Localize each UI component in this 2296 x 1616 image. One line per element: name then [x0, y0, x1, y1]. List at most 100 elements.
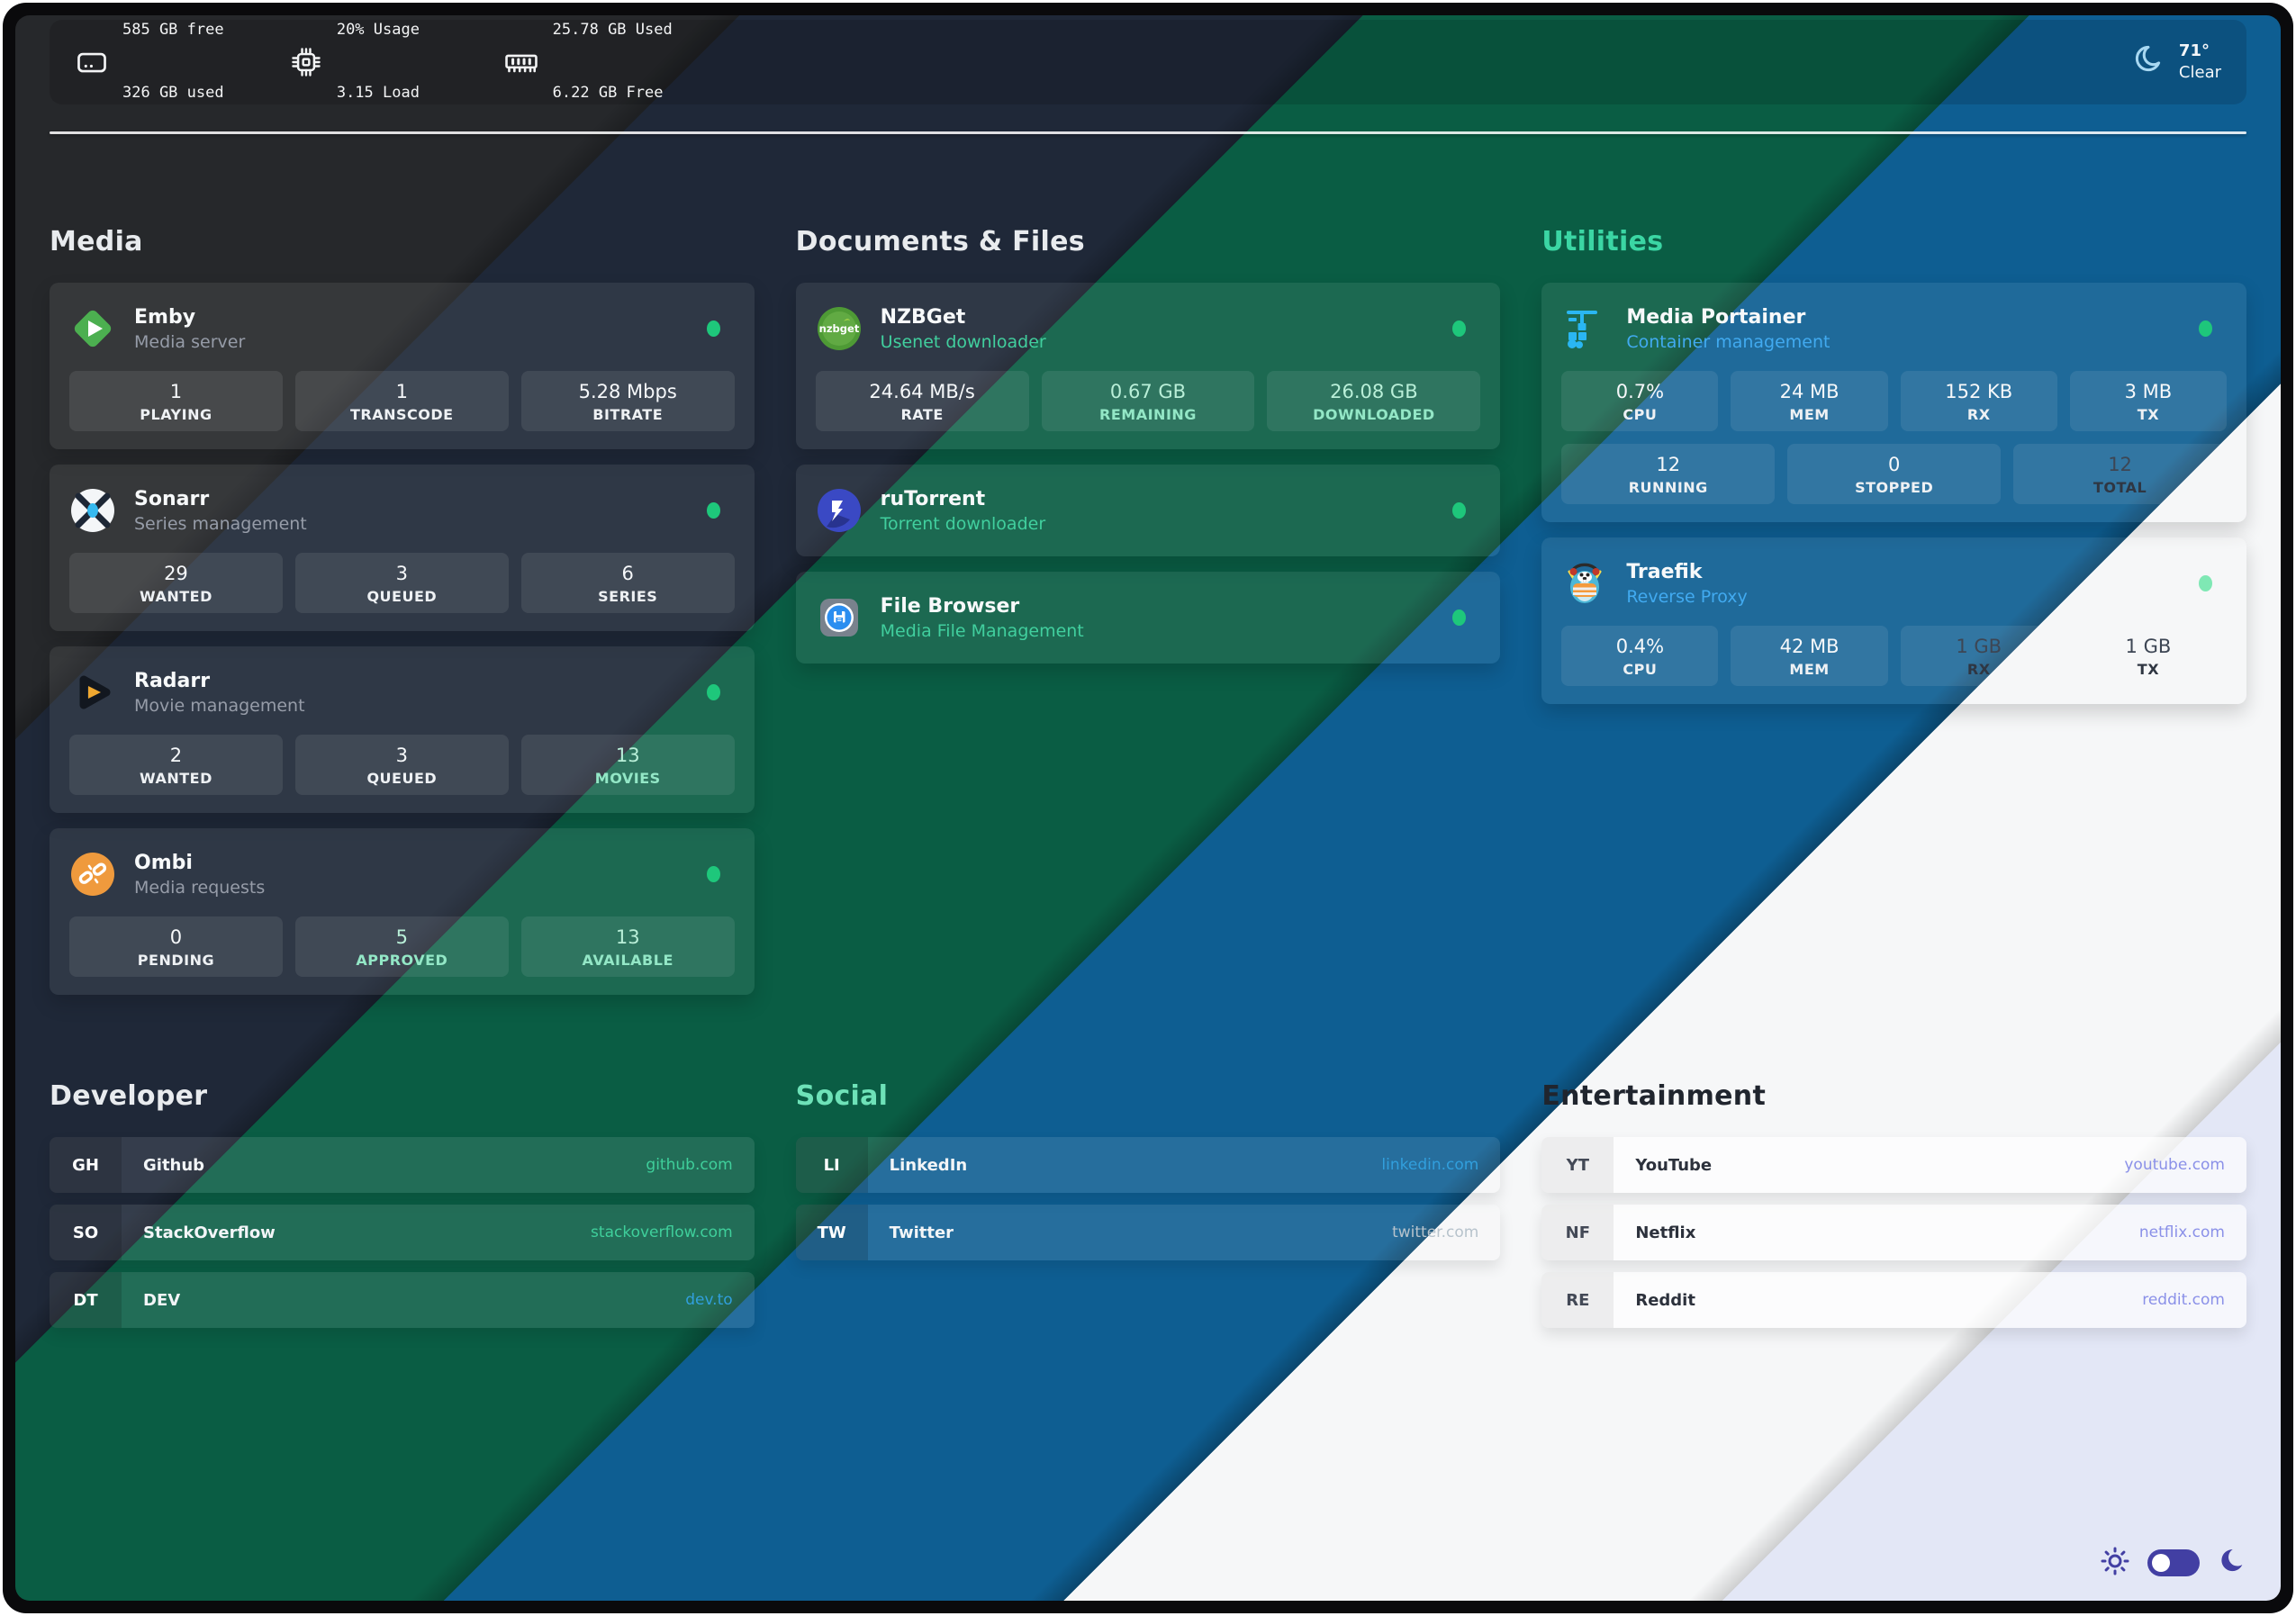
stat-value: 0.4%	[1615, 636, 1665, 657]
stat-label: TX	[2137, 406, 2160, 423]
stat-label: MOVIES	[594, 770, 661, 787]
stat-label: BITRATE	[592, 406, 664, 423]
bookmark-name: Netflix	[1635, 1223, 1696, 1242]
stat-box: 26.08 GB DOWNLOADED	[1267, 371, 1481, 431]
service-card-text: Radarr Movie management	[134, 669, 305, 717]
stat-box: 13 MOVIES	[520, 735, 735, 795]
service-subtitle: Movie management	[134, 696, 305, 717]
service-card[interactable]: File Browser Media File Management	[795, 572, 1501, 664]
disk-usage-widget: 585 GB free 326 GB used	[75, 15, 233, 147]
service-card[interactable]: nzbget NZBGet Usenet downloader 24.64 MB/s…	[795, 283, 1501, 449]
service-subtitle: Container management	[1626, 332, 1830, 353]
disk-used-text: 326 GB used	[122, 84, 224, 103]
stat-label: TX	[2137, 661, 2160, 678]
sonarr-icon	[69, 487, 116, 534]
bookmark-body: Github github.com	[122, 1137, 755, 1193]
stat-value: 152 KB	[1945, 381, 2013, 402]
stat-value: 13	[615, 745, 640, 766]
weather-widget[interactable]: 71° Clear	[2127, 41, 2221, 85]
bookmark-row[interactable]: GH Github github.com	[50, 1137, 755, 1193]
stats-row: 29 WANTED 3 QUEUED 6 SERIES	[69, 553, 735, 613]
bookmark-row[interactable]: SO StackOverflow stackoverflow.com	[50, 1205, 755, 1260]
stat-value: 12	[1656, 454, 1681, 475]
service-card[interactable]: Sonarr Series management 29 WANTED 3 QUEUED 6 S…	[50, 465, 755, 631]
service-card[interactable]: Radarr Movie management 2 WANTED 3 QUEUED 13 MO…	[50, 646, 755, 813]
stat-value: 0.7%	[1615, 381, 1665, 402]
status-dot	[706, 866, 720, 882]
service-title: Media Portainer	[1626, 305, 1806, 329]
service-card-header: Media Portainer Container management	[1561, 301, 2227, 357]
service-card-text: Media Portainer Container management	[1626, 305, 1830, 353]
service-card[interactable]: Traefik Reverse Proxy 0.4% CPU 42 MB MEM 1 GB R…	[1541, 537, 2246, 704]
stats-row: 0.4% CPU 42 MB MEM 1 GB RX 1 GB TX	[1561, 626, 2227, 686]
bookmark-row[interactable]: NF Netflix netflix.com	[1541, 1205, 2246, 1260]
stats-row: 1 PLAYING 1 TRANSCODE 5.28 Mbps BITRATE	[69, 371, 735, 431]
service-card-text: ruTorrent Torrent downloader	[881, 487, 1045, 535]
header-divider	[50, 131, 2246, 134]
service-card-header: Emby Media server	[69, 301, 735, 357]
stat-label: RUNNING	[1628, 479, 1708, 496]
service-section: Utilities Media Portainer Container manag…	[1541, 226, 2246, 1010]
service-card[interactable]: Ombi Media requests 0 PENDING 5 APPROVED 13 AVA…	[50, 828, 755, 995]
service-section: Media Emby Media server 1 PLAYING 1 TRANSCODE…	[50, 226, 755, 1010]
moon-icon[interactable]	[2216, 1547, 2245, 1579]
memory-icon	[503, 44, 539, 80]
stat-box: 6 SERIES	[520, 553, 735, 613]
ombi-icon	[69, 851, 116, 898]
stat-box: 24.64 MB/s RATE	[815, 371, 1029, 431]
service-card-header: File Browser Media File Management	[816, 590, 1481, 645]
service-card[interactable]: ruTorrent Torrent downloader	[795, 465, 1501, 556]
bookmark-url: linkedin.com	[1381, 1156, 1479, 1174]
bookmark-row[interactable]: TW Twitter twitter.com	[795, 1205, 1501, 1260]
status-dot	[706, 684, 720, 700]
bookmark-body: DEV dev.to	[122, 1272, 755, 1328]
status-dot	[706, 502, 720, 519]
bookmark-section: Developer GH Github github.com SO StackOverfl…	[50, 1080, 755, 1340]
stat-value: 26.08 GB	[1330, 381, 1418, 402]
bookmark-body: YouTube youtube.com	[1614, 1137, 2246, 1193]
stat-box: 0 PENDING	[69, 916, 283, 977]
traefik-icon	[1561, 560, 1608, 607]
bookmark-url: dev.to	[685, 1291, 733, 1309]
stat-value: 29	[164, 563, 188, 584]
bookmark-row[interactable]: DT DEV dev.to	[50, 1272, 755, 1328]
stat-label: MEM	[1789, 661, 1830, 678]
memory-usage-widget: 25.78 GB Used 6.22 GB Free	[503, 15, 673, 147]
section-heading: Media	[50, 226, 143, 257]
bookmark-row[interactable]: RE Reddit reddit.com	[1541, 1272, 2246, 1328]
section-heading: Utilities	[1541, 226, 1664, 257]
bookmark-name: Github	[143, 1155, 205, 1175]
service-title: Radarr	[134, 669, 211, 692]
bookmark-row[interactable]: LI LinkedIn linkedin.com	[795, 1137, 1501, 1193]
service-subtitle: Series management	[134, 514, 307, 535]
sun-icon[interactable]	[2099, 1545, 2131, 1581]
stat-label: TOTAL	[2093, 479, 2147, 496]
stat-label: CPU	[1623, 661, 1658, 678]
bookmark-name: Reddit	[1635, 1290, 1695, 1310]
status-dot	[1452, 502, 1467, 519]
status-bar: 585 GB free 326 GB used 20% Usage	[50, 20, 2246, 104]
stat-label: PLAYING	[140, 406, 212, 423]
service-card[interactable]: Emby Media server 1 PLAYING 1 TRANSCODE 5.28 M…	[50, 283, 755, 449]
stat-box: 5 APPROVED	[294, 916, 509, 977]
service-title: File Browser	[880, 594, 1020, 618]
bookmark-url: github.com	[646, 1156, 733, 1174]
dashboard-background: 585 GB free 326 GB used 20% Usage	[15, 15, 2281, 1601]
service-subtitle: Media requests	[134, 878, 266, 898]
stat-value: 13	[615, 926, 640, 948]
stat-label: WANTED	[140, 588, 212, 605]
stat-label: TRANSCODE	[350, 406, 454, 423]
stat-box: 29 WANTED	[69, 553, 283, 613]
stat-box: 1 PLAYING	[69, 371, 283, 431]
memory-used-text: 25.78 GB Used	[552, 21, 673, 40]
section-heading: Social	[795, 1080, 889, 1112]
bookmark-row[interactable]: YT YouTube youtube.com	[1541, 1137, 2246, 1193]
theme-toggle-switch[interactable]	[2147, 1549, 2200, 1576]
bookmark-abbr: YT	[1541, 1137, 1614, 1193]
bookmark-body: StackOverflow stackoverflow.com	[122, 1205, 755, 1260]
nzbget-icon: nzbget	[816, 305, 863, 352]
stat-box: 0.7% CPU	[1561, 371, 1719, 431]
service-card[interactable]: Media Portainer Container management 0.7% C…	[1541, 283, 2246, 522]
bookmark-body: Twitter twitter.com	[868, 1205, 1501, 1260]
service-card-header: Sonarr Series management	[69, 483, 735, 538]
